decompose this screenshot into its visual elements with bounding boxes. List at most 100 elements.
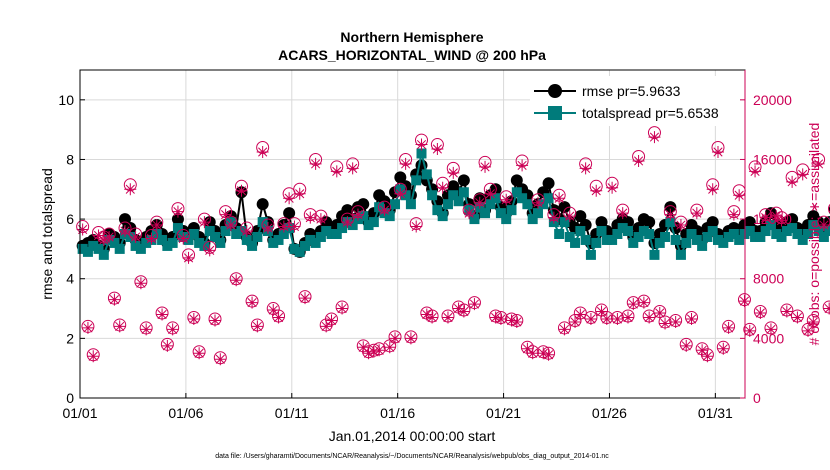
assimilated-obs-point	[484, 187, 497, 200]
assimilated-obs-point	[76, 223, 89, 236]
totalspread-point	[506, 205, 517, 216]
assimilated-obs-point	[92, 229, 105, 242]
totalspread-point	[93, 243, 104, 254]
assimilated-obs-point	[299, 292, 312, 305]
plot-series	[76, 126, 830, 366]
rmse-point	[171, 213, 184, 226]
totalspread-point	[188, 229, 199, 239]
totalspread-point	[347, 220, 358, 231]
totalspread-point	[691, 234, 702, 245]
assimilated-obs-point	[516, 159, 529, 172]
totalspread-point	[628, 237, 639, 248]
assimilated-obs-point	[272, 311, 285, 324]
assimilated-obs-point	[701, 350, 714, 363]
totalspread-point	[681, 237, 692, 248]
totalspread-point	[82, 246, 93, 257]
totalspread-point	[480, 208, 491, 219]
assimilated-obs-point	[807, 315, 820, 328]
assimilated-obs-point	[812, 157, 825, 170]
assimilated-obs-point	[547, 211, 560, 224]
assimilated-obs-point	[373, 344, 386, 357]
totalspread-point	[543, 193, 554, 204]
assimilated-obs-point	[696, 344, 709, 357]
totalspread-point	[638, 226, 649, 237]
totalspread-point	[204, 226, 215, 237]
totalspread-point	[617, 223, 628, 234]
rmse-point	[256, 198, 269, 211]
totalspread-point	[114, 243, 125, 254]
totalspread-point	[157, 234, 168, 245]
totalspread-point	[411, 175, 422, 186]
rmse-point	[394, 171, 407, 184]
assimilated-obs-point	[595, 305, 608, 318]
totalspread-point	[532, 208, 543, 219]
totalspread-point	[416, 148, 427, 159]
totalspread-point	[686, 229, 697, 239]
totalspread-point	[527, 214, 538, 225]
totalspread-point	[210, 231, 221, 242]
totalspread-point	[781, 226, 792, 237]
totalspread-point	[400, 190, 411, 201]
assimilated-obs-point	[447, 166, 460, 179]
assimilated-obs-point	[743, 324, 756, 337]
assimilated-obs-point	[129, 230, 142, 243]
assimilated-obs-point	[706, 183, 719, 196]
assimilated-obs-point	[473, 196, 486, 209]
totalspread-point	[220, 226, 231, 237]
totalspread-point	[98, 249, 109, 260]
totalspread-point	[374, 202, 385, 213]
totalspread-point	[167, 237, 178, 248]
assimilated-obs-point	[754, 307, 767, 320]
assimilated-obs-point	[579, 162, 592, 175]
totalspread-point	[331, 229, 342, 239]
totalspread-point	[337, 223, 348, 234]
rmse-point	[786, 213, 799, 226]
assimilated-obs-point	[796, 168, 809, 181]
assimilated-obs-point	[378, 204, 391, 217]
x-tick-label-6: 01/31	[698, 405, 733, 421]
assimilated-obs-point	[277, 220, 290, 233]
assimilated-obs-point	[627, 298, 640, 311]
totalspread-point	[490, 193, 501, 204]
assimilated-obs-point	[722, 321, 735, 334]
totalspread-point	[654, 237, 665, 248]
totalspread-point	[141, 237, 152, 248]
data-file-footer: data file: /Users/gharamti/Documents/NCA…	[215, 453, 609, 460]
assimilated-obs-point	[791, 311, 804, 324]
totalspread-point	[109, 237, 120, 248]
rmse-point	[558, 201, 571, 214]
assimilated-obs-point	[193, 347, 206, 360]
assimilated-obs-point	[542, 348, 555, 361]
legend-totalspread-marker	[548, 106, 562, 120]
assimilated-obs-point	[537, 347, 550, 360]
assimilated-obs-point	[738, 295, 751, 308]
assimilated-obs-point	[177, 232, 190, 245]
totalspread-point	[750, 231, 761, 242]
assimilated-obs-point	[611, 312, 624, 325]
assimilated-obs-point	[584, 312, 597, 325]
totalspread-point	[289, 243, 300, 254]
possible-obs-point	[827, 203, 830, 214]
y-tick-label-4: 8	[66, 151, 74, 167]
totalspread-point	[580, 234, 591, 245]
totalspread-point	[405, 199, 416, 210]
assimilated-obs-point	[145, 232, 158, 245]
rmse-point	[510, 174, 523, 187]
totalspread-point	[247, 240, 258, 251]
totalspread-point	[765, 220, 776, 231]
assimilated-obs-point	[817, 219, 830, 232]
totalspread-point	[760, 226, 771, 237]
totalspread-point	[194, 237, 205, 248]
assimilated-obs-point	[574, 308, 587, 321]
totalspread-point	[305, 234, 316, 245]
assimilated-obs-point	[108, 293, 121, 306]
assimilated-obs-point	[389, 332, 402, 345]
assimilated-obs-point	[288, 220, 301, 233]
y-axis-label: rmse and totalspread	[39, 168, 55, 300]
assimilated-obs-point	[632, 154, 645, 167]
totalspread-point	[649, 249, 660, 260]
totalspread-point	[215, 237, 226, 248]
assimilated-obs-point	[394, 187, 407, 200]
totalspread-point	[644, 229, 655, 239]
totalspread-point	[390, 199, 401, 210]
